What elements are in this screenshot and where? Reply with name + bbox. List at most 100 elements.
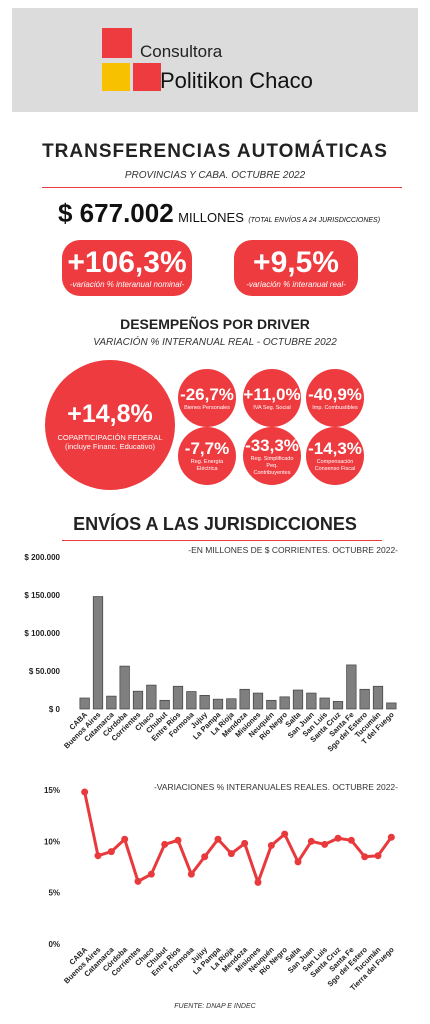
point bbox=[201, 853, 209, 861]
unit: MILLONES bbox=[178, 210, 244, 225]
driver-value: -40,9% bbox=[308, 384, 362, 404]
bar bbox=[266, 699, 277, 710]
driver: -7,7% Reg. Energía Eléctrica bbox=[178, 427, 236, 485]
y-tick-label: $ 200.000 bbox=[24, 553, 60, 562]
bar bbox=[119, 665, 130, 710]
driver-label: Bienes Personales bbox=[184, 404, 230, 411]
bar bbox=[146, 684, 157, 710]
total-row: $ 677.002 MILLONES (TOTAL ENVÍOS A 24 JU… bbox=[58, 198, 380, 229]
kpi: +106,3% -variación % interanual nominal- bbox=[62, 240, 192, 296]
bar bbox=[252, 692, 264, 710]
y-tick-label: $ 150.000 bbox=[24, 591, 60, 600]
line bbox=[83, 791, 393, 884]
driver-value: -33,3% bbox=[245, 435, 299, 455]
bar bbox=[212, 698, 224, 710]
bar bbox=[226, 698, 237, 710]
bar bbox=[346, 664, 357, 710]
divider bbox=[42, 187, 402, 188]
point bbox=[254, 878, 262, 886]
point bbox=[387, 833, 395, 841]
point bbox=[214, 835, 222, 843]
point bbox=[107, 848, 115, 856]
subtitle: PROVINCIAS Y CABA. OCTUBRE 2022 bbox=[124, 170, 306, 181]
point bbox=[81, 788, 89, 796]
drivers-subtitle: VARIACIÓN % INTERANUAL REAL - OCTUBRE 20… bbox=[93, 337, 337, 348]
kpi-label: -variación % interanual real- bbox=[246, 280, 346, 289]
point bbox=[361, 853, 369, 861]
point bbox=[321, 840, 329, 848]
driver-label: Compensación Consenso Fiscal bbox=[314, 459, 356, 472]
kpi-label: -variación % interanual nominal- bbox=[69, 280, 185, 289]
logo-square bbox=[133, 63, 161, 91]
driver: -40,9% Imp. Combustibles bbox=[306, 369, 364, 427]
bar bbox=[172, 685, 184, 710]
y-tick-label: $ 50.000 bbox=[29, 667, 61, 676]
driver: -14,3% Compensación Consenso Fiscal bbox=[306, 427, 364, 485]
point bbox=[334, 834, 342, 842]
bar bbox=[372, 685, 384, 710]
kpi-value: +9,5% bbox=[253, 246, 339, 279]
logo-square bbox=[102, 28, 132, 58]
y-tick-label: 15% bbox=[44, 786, 60, 795]
point bbox=[307, 837, 315, 845]
divider bbox=[62, 540, 382, 541]
bar bbox=[239, 688, 250, 710]
driver-label: Reg. Simplificado Peq. Contribuyentes bbox=[250, 455, 294, 476]
logo-square bbox=[102, 63, 130, 91]
total: $ 677.002 bbox=[58, 198, 174, 228]
drivers-title: DESEMPEÑOS POR DRIVER bbox=[120, 316, 310, 332]
y-tick-label: $ 100.000 bbox=[24, 629, 60, 638]
point bbox=[121, 835, 129, 843]
point bbox=[281, 830, 289, 838]
bar bbox=[106, 695, 117, 710]
section-title: ENVÍOS A LAS JURISDICCIONES bbox=[73, 514, 357, 534]
driver-label: Reg. Energía Eléctrica bbox=[190, 459, 224, 472]
chart-subtitle: -VARIACIONES % INTERANUALES REALES. OCTU… bbox=[154, 782, 398, 792]
point bbox=[347, 836, 355, 844]
y-tick-label: 10% bbox=[44, 837, 60, 846]
driver-value: -26,7% bbox=[180, 384, 234, 404]
y-tick-label: 0% bbox=[48, 940, 60, 949]
driver: -33,3% Reg. Simplificado Peq. Contribuyen… bbox=[243, 427, 301, 485]
bar bbox=[359, 688, 370, 710]
driver: -26,7% Bienes Personales bbox=[178, 369, 236, 427]
kpi: +9,5% -variación % interanual real- bbox=[234, 240, 358, 296]
driver-main: +14,8% COPARTICIPACIÓN FEDERAL (incluye … bbox=[45, 360, 175, 490]
driver-value: -7,7% bbox=[184, 439, 230, 458]
driver-value: +14,8% bbox=[67, 399, 153, 428]
point bbox=[241, 839, 249, 847]
brand-name: Politikon Chaco bbox=[160, 68, 313, 93]
driver-label: Imp. Combustibles bbox=[312, 404, 358, 411]
bar bbox=[92, 596, 104, 710]
bar bbox=[332, 701, 344, 710]
point bbox=[147, 870, 155, 878]
note: (TOTAL ENVÍOS A 24 JURISDICCIONES) bbox=[248, 217, 381, 224]
point bbox=[94, 852, 102, 860]
point bbox=[227, 850, 235, 858]
point bbox=[294, 858, 302, 866]
bar bbox=[292, 689, 304, 710]
point bbox=[134, 877, 142, 885]
bar bbox=[279, 696, 290, 710]
chart-subtitle: -EN MILLONES DE $ CORRIENTES. OCTUBRE 20… bbox=[188, 545, 398, 555]
bar bbox=[319, 697, 330, 710]
point bbox=[374, 852, 382, 860]
bar bbox=[159, 699, 170, 710]
bar bbox=[386, 702, 397, 710]
bar bbox=[186, 691, 197, 710]
driver-value: +11,0% bbox=[243, 384, 301, 404]
point bbox=[174, 836, 182, 844]
y-tick-label: $ 0 bbox=[49, 705, 61, 714]
brand-top: Consultora bbox=[140, 42, 223, 61]
point bbox=[161, 840, 169, 848]
bar bbox=[199, 695, 210, 710]
source: FUENTE: DNAP E INDEC bbox=[174, 1003, 256, 1010]
bar bbox=[306, 692, 317, 710]
point bbox=[267, 841, 275, 849]
y-tick-label: 5% bbox=[48, 889, 60, 898]
kpi-value: +106,3% bbox=[67, 246, 187, 279]
header-banner: Consultora Politikon Chaco bbox=[12, 8, 418, 112]
title: TRANSFERENCIAS AUTOMÁTICAS bbox=[42, 141, 388, 162]
